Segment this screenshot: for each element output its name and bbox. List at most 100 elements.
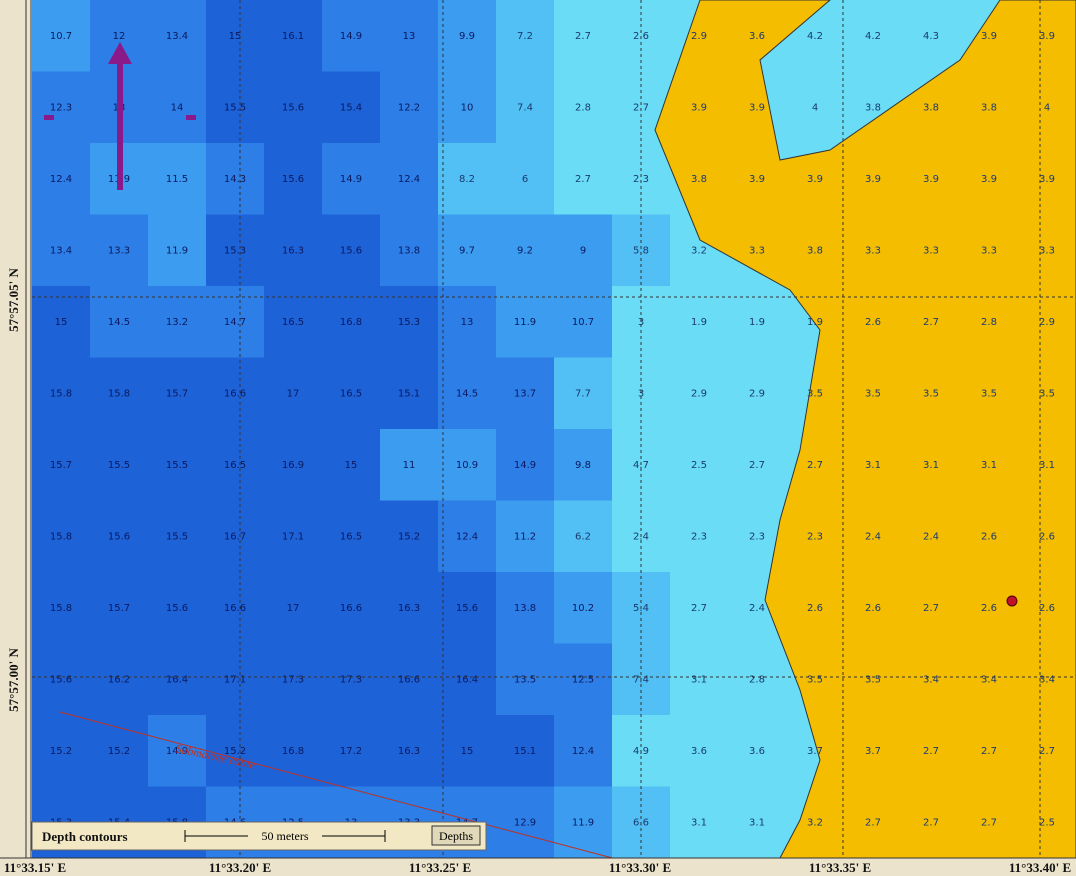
depth-value: 8.2 <box>459 174 475 185</box>
depth-value: 4 <box>1044 102 1050 113</box>
depth-value: 3.5 <box>865 674 881 685</box>
depth-value: 2.3 <box>691 531 707 542</box>
depth-value: 3.7 <box>807 746 823 757</box>
depth-value: 12.2 <box>398 102 420 113</box>
depth-value: 2.6 <box>807 603 823 614</box>
depth-value: 10.2 <box>572 603 594 614</box>
depth-value: 3.5 <box>923 388 939 399</box>
depth-value: 16.5 <box>224 460 246 471</box>
depth-value: 13.8 <box>398 245 420 256</box>
depth-value: 3.1 <box>691 817 707 828</box>
depths-button-label[interactable]: Depths <box>439 829 473 843</box>
depth-value: 12.4 <box>398 174 420 185</box>
lon-label: 11°33.30' E <box>609 860 671 875</box>
depth-value: 13.3 <box>108 245 130 256</box>
depth-value: 14.9 <box>340 174 362 185</box>
depth-value: 2.8 <box>749 674 765 685</box>
depth-value: 3.3 <box>865 245 881 256</box>
depth-value: 6 <box>522 174 528 185</box>
depth-value: 2.7 <box>575 174 591 185</box>
depth-value: 3.9 <box>923 174 939 185</box>
depth-value: 17.3 <box>282 674 304 685</box>
depth-value: 13.7 <box>514 388 536 399</box>
depth-value: 16.6 <box>340 603 362 614</box>
depth-value: 2.9 <box>691 388 707 399</box>
depth-value: 7.2 <box>517 31 533 42</box>
depth-value: 10 <box>461 102 474 113</box>
depth-value: 3.1 <box>749 817 765 828</box>
depth-value: 4.3 <box>923 31 939 42</box>
depth-value: 16.3 <box>282 245 304 256</box>
depth-value: 2.4 <box>923 531 939 542</box>
depth-value: 1.9 <box>691 317 707 328</box>
lat-label: 57°57.00' N <box>6 648 21 712</box>
depth-value: 3.9 <box>1039 31 1055 42</box>
legend: Depth contours 50 meters Depths <box>32 822 486 850</box>
depth-value: 11.5 <box>166 174 188 185</box>
lon-label: 11°33.15' E <box>4 860 66 875</box>
lon-label: 11°33.35' E <box>809 860 871 875</box>
depth-value: 15.8 <box>50 531 72 542</box>
depth-value: 13.5 <box>514 674 536 685</box>
depth-value: 2.7 <box>923 746 939 757</box>
depth-value: 2.8 <box>981 317 997 328</box>
depth-value: 12.4 <box>456 531 478 542</box>
depth-value: 9.2 <box>517 245 533 256</box>
depth-value: 3.1 <box>923 460 939 471</box>
depth-value: 15.7 <box>166 388 188 399</box>
depth-value: 16.6 <box>224 603 246 614</box>
depth-value: 15 <box>345 460 358 471</box>
depth-value: 3.8 <box>691 174 707 185</box>
depth-value: 2.3 <box>807 531 823 542</box>
depth-value: 2.7 <box>1039 746 1055 757</box>
depth-value: 4.2 <box>807 31 823 42</box>
depth-value: 16.8 <box>282 746 304 757</box>
depth-value: 12 <box>113 31 126 42</box>
depth-value: 15.7 <box>108 603 130 614</box>
depth-value: 14.7 <box>224 317 246 328</box>
depth-value: 15.5 <box>108 460 130 471</box>
depth-value: 14.9 <box>340 31 362 42</box>
depth-value: 11.9 <box>514 317 536 328</box>
depth-value: 2.9 <box>749 388 765 399</box>
depth-value: 3.1 <box>865 460 881 471</box>
depth-value: 2.7 <box>981 817 997 828</box>
depth-value: 9.9 <box>459 31 475 42</box>
depth-value: 17.3 <box>340 674 362 685</box>
depth-value: 1.9 <box>807 317 823 328</box>
depth-value: 2.4 <box>749 603 765 614</box>
depth-value: 3.9 <box>981 174 997 185</box>
depth-value: 3.3 <box>1039 245 1055 256</box>
depth-value: 16.2 <box>108 674 130 685</box>
depth-value: 2.7 <box>923 317 939 328</box>
lat-label: 57°57.05' N <box>6 268 21 332</box>
depth-value: 3.5 <box>807 674 823 685</box>
depth-value: 4 <box>812 102 818 113</box>
depth-value: 14.3 <box>224 174 246 185</box>
depth-value: 2.7 <box>691 603 707 614</box>
depth-value: 3.5 <box>807 388 823 399</box>
marker <box>1007 596 1017 606</box>
depth-value: 3.9 <box>749 102 765 113</box>
depth-value: 17.2 <box>340 746 362 757</box>
depth-value: 15.3 <box>398 317 420 328</box>
depth-value: 3.8 <box>807 245 823 256</box>
depth-value: 11.9 <box>166 245 188 256</box>
depth-value: 15.6 <box>456 603 478 614</box>
depth-value: 3.4 <box>1039 674 1055 685</box>
depth-value: 3.6 <box>749 746 765 757</box>
depth-value: 16.5 <box>340 388 362 399</box>
nautical-chart: 10.71213.41516.114.9139.97.22.72.62.93.6… <box>0 0 1076 876</box>
depth-value: 11.2 <box>514 531 536 542</box>
left-frame <box>0 0 32 858</box>
depth-value: 2.3 <box>749 531 765 542</box>
depth-value: 3.4 <box>923 674 939 685</box>
depth-value: 15.4 <box>340 102 362 113</box>
depth-value: 17.1 <box>282 531 304 542</box>
depth-value: 3.5 <box>1039 388 1055 399</box>
depth-value: 14.9 <box>514 460 536 471</box>
lon-label: 11°33.20' E <box>209 860 271 875</box>
depth-value: 3.9 <box>865 174 881 185</box>
depth-value: 3.3 <box>749 245 765 256</box>
depth-value: 6.2 <box>575 531 591 542</box>
